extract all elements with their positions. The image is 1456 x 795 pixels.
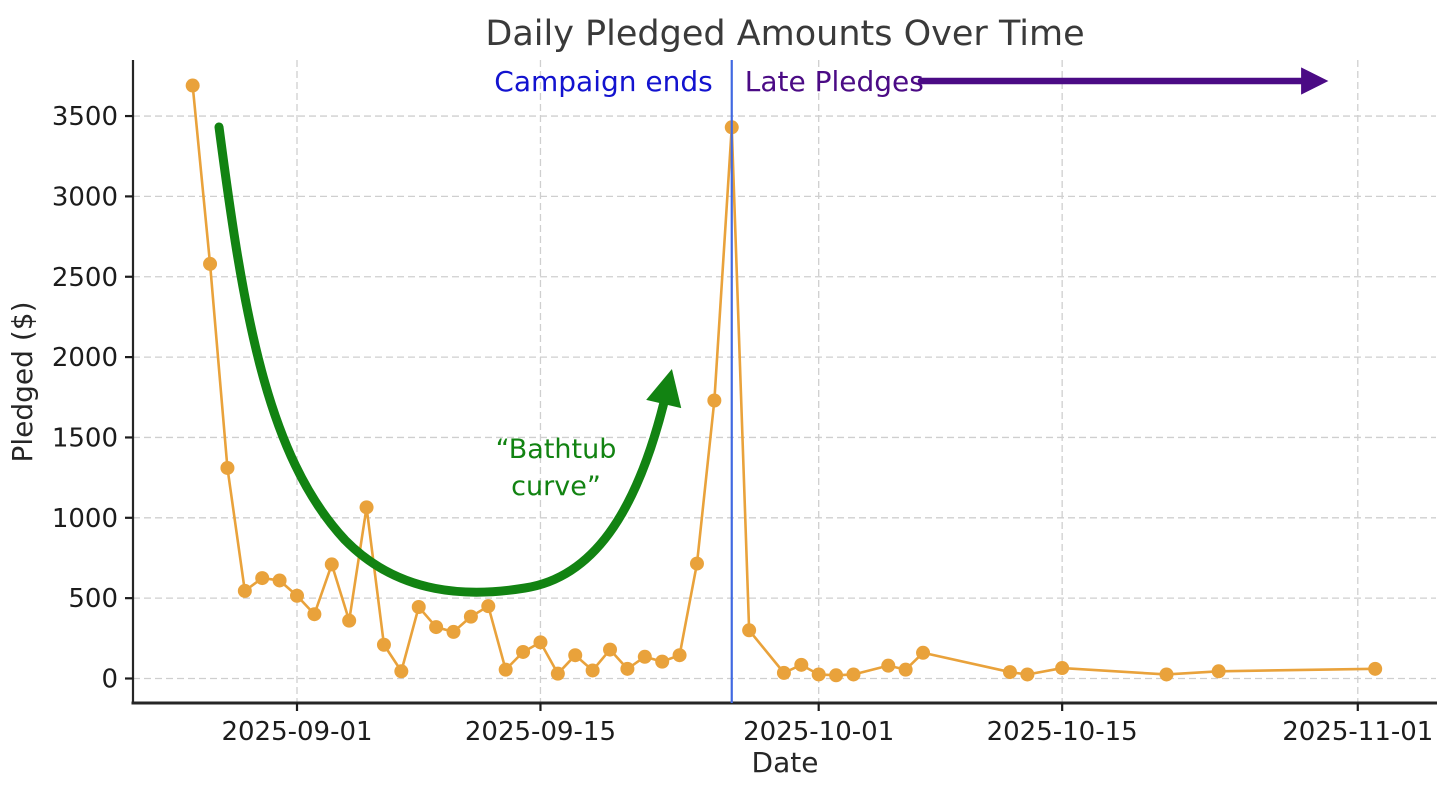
data-point bbox=[707, 393, 722, 408]
data-point bbox=[533, 635, 548, 650]
axis-ticks bbox=[125, 114, 1359, 711]
data-point bbox=[463, 609, 478, 624]
data-point bbox=[446, 624, 461, 639]
data-point bbox=[376, 637, 391, 652]
data-point bbox=[237, 583, 252, 598]
axis-tick-labels: 2025-09-01 2025-09-15 2025-10-01 2025-10-15… bbox=[52, 102, 1434, 747]
data-point bbox=[655, 654, 670, 669]
data-point bbox=[290, 588, 304, 603]
y-tick-label: 1000 bbox=[52, 504, 118, 534]
y-axis-title: Pledged ($) bbox=[6, 302, 39, 463]
data-point bbox=[203, 256, 218, 271]
data-point bbox=[429, 620, 444, 635]
data-point bbox=[185, 78, 200, 93]
data-point bbox=[585, 663, 600, 678]
data-point bbox=[1020, 667, 1035, 682]
data-point bbox=[481, 599, 496, 614]
data-point bbox=[620, 661, 635, 676]
data-point bbox=[1002, 665, 1017, 680]
data-point bbox=[498, 662, 513, 677]
x-axis-title: Date bbox=[752, 746, 819, 779]
x-tick-label: 2025-10-01 bbox=[743, 717, 894, 747]
data-point bbox=[550, 666, 565, 681]
data-point bbox=[272, 573, 287, 588]
data-point bbox=[829, 668, 844, 683]
data-point bbox=[324, 557, 339, 572]
y-tick-label: 500 bbox=[68, 584, 118, 614]
data-point bbox=[1368, 661, 1383, 676]
data-point bbox=[1211, 664, 1226, 679]
data-point bbox=[637, 649, 652, 664]
data-point bbox=[776, 665, 791, 680]
data-point bbox=[255, 571, 270, 586]
y-tick-label: 3500 bbox=[52, 102, 118, 132]
data-point bbox=[411, 599, 426, 614]
y-tick-label: 1500 bbox=[52, 423, 118, 453]
data-point bbox=[898, 662, 913, 677]
data-point bbox=[394, 664, 409, 679]
data-point bbox=[811, 667, 826, 682]
y-tick-label: 2500 bbox=[52, 263, 118, 293]
data-point bbox=[516, 644, 531, 659]
bathtub-curve-arrow-icon bbox=[214, 122, 682, 597]
data-point bbox=[689, 556, 704, 571]
data-point bbox=[220, 460, 235, 475]
x-tick-label: 2025-09-01 bbox=[221, 717, 372, 747]
x-tick-label: 2025-11-01 bbox=[1282, 717, 1433, 747]
bathtub-annotation-line1: “Bathtub bbox=[496, 434, 617, 465]
data-point bbox=[307, 607, 322, 622]
gridlines bbox=[133, 60, 1436, 703]
data-point bbox=[672, 648, 687, 663]
data-point bbox=[342, 613, 357, 628]
data-point bbox=[916, 645, 931, 660]
data-point bbox=[1055, 661, 1070, 676]
bathtub-annotation-line2: curve” bbox=[511, 471, 601, 502]
data-point bbox=[1159, 667, 1174, 682]
data-point bbox=[881, 658, 896, 673]
data-point bbox=[742, 623, 757, 638]
y-tick-label: 0 bbox=[101, 665, 118, 695]
campaign-ends-annotation: Campaign ends bbox=[494, 65, 712, 98]
y-tick-label: 3000 bbox=[52, 182, 118, 212]
late-pledges-annotation: Late Pledges bbox=[745, 65, 924, 98]
data-point bbox=[603, 642, 618, 657]
pledges-line bbox=[191, 85, 1376, 677]
data-point bbox=[359, 500, 374, 515]
data-point bbox=[568, 648, 583, 663]
chart-title: Daily Pledged Amounts Over Time bbox=[485, 14, 1084, 54]
x-tick-label: 2025-10-15 bbox=[987, 717, 1138, 747]
pledges-series bbox=[185, 78, 1383, 683]
data-point bbox=[846, 667, 861, 682]
x-tick-label: 2025-09-15 bbox=[465, 717, 616, 747]
y-tick-label: 2000 bbox=[52, 343, 118, 373]
data-point bbox=[794, 657, 809, 672]
